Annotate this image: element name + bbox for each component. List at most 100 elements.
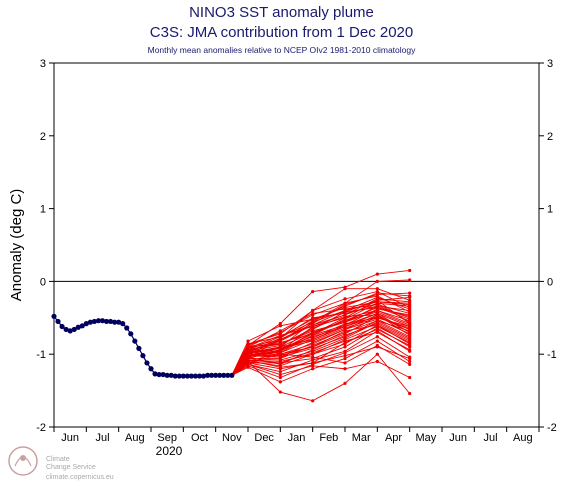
forecast-point <box>408 339 412 343</box>
y-axis-left: -2 -1 0 1 2 3 <box>36 58 54 434</box>
forecast-point <box>278 345 282 349</box>
forecast-point <box>278 380 282 384</box>
observed-point <box>164 372 170 378</box>
observed-point <box>156 371 162 378</box>
forecast-point <box>343 351 347 355</box>
forecast-point <box>343 313 347 317</box>
forecast-point <box>246 339 250 343</box>
observed-point <box>83 321 89 327</box>
observed-point <box>172 373 178 379</box>
forecast-point <box>278 361 282 365</box>
plot-frame <box>53 62 540 428</box>
forecast-point <box>278 390 282 394</box>
forecast-point <box>408 343 412 348</box>
forecast-point <box>343 319 347 323</box>
observed-point <box>184 373 190 379</box>
forecast-point <box>343 324 347 329</box>
forecast-plume <box>231 268 412 403</box>
chart-note: Monthly mean anomalies relative to NCEP … <box>147 45 416 55</box>
observed-point <box>59 323 65 330</box>
forecast-point <box>343 287 347 291</box>
observed-point <box>75 324 81 330</box>
forecast-point <box>278 329 282 333</box>
forecast-point <box>278 370 282 374</box>
x-tick-label: Feb <box>319 432 338 444</box>
observed-point <box>188 373 195 379</box>
chart-subtitle: C3S: JMA contribution from 1 Dec 2020 <box>149 24 414 41</box>
forecast-point <box>375 308 379 313</box>
observed-point <box>144 360 150 366</box>
forecast-point <box>311 323 315 327</box>
forecast-point <box>408 375 412 380</box>
observed-point <box>217 372 223 378</box>
forecast-point <box>408 348 412 352</box>
observed-point <box>192 373 199 379</box>
observed-point <box>140 353 146 359</box>
forecast-point <box>311 320 315 324</box>
observed-point <box>95 318 102 324</box>
forecast-point <box>246 356 250 361</box>
forecast-point <box>375 311 379 316</box>
forecast-point <box>246 351 250 355</box>
forecast-point <box>278 352 282 356</box>
forecast-point <box>343 367 347 371</box>
forecast-point <box>408 278 412 282</box>
forecast-point <box>311 399 315 403</box>
observed-point <box>176 373 182 379</box>
observed-point <box>196 373 203 379</box>
forecast-point <box>278 348 282 352</box>
observed-point <box>204 372 211 378</box>
y-tick-label: -1 <box>36 349 46 361</box>
forecast-point <box>311 367 315 371</box>
forecast-point <box>343 308 347 313</box>
year-label: 2020 <box>156 444 183 458</box>
forecast-point <box>343 297 347 301</box>
forecast-point <box>343 356 347 361</box>
y-axis-label: Anomaly (deg C) <box>8 189 25 302</box>
x-tick-label: Nov <box>222 432 242 444</box>
observed-point <box>221 372 227 378</box>
forecast-point <box>375 300 379 304</box>
observed-point <box>112 319 118 325</box>
x-tick-label: Jun <box>449 432 467 444</box>
forecast-point <box>408 327 412 332</box>
y-tick-label-right: 1 <box>547 204 553 216</box>
observed-point <box>79 323 85 329</box>
x-tick-label: Oct <box>191 432 208 444</box>
forecast-point <box>375 319 379 323</box>
forecast-point <box>408 362 412 366</box>
y-tick-label-right: 2 <box>547 131 553 143</box>
forecast-point <box>375 291 379 295</box>
forecast-point <box>375 352 379 356</box>
forecast-point <box>408 268 412 273</box>
y-tick-label: 3 <box>40 58 46 70</box>
forecast-point <box>343 316 347 320</box>
x-tick-label: Mar <box>352 432 371 444</box>
forecast-point <box>408 319 412 323</box>
y-tick-label-right: 0 <box>547 276 553 288</box>
x-tick-label: Jul <box>95 432 109 444</box>
logo-emblem-icon <box>8 446 38 476</box>
forecast-point <box>408 322 412 326</box>
forecast-point <box>408 307 412 311</box>
forecast-point <box>375 279 379 283</box>
forecast-point <box>311 361 315 365</box>
forecast-point <box>311 311 315 316</box>
x-tick-label: Jan <box>288 432 306 444</box>
observed-point <box>136 345 142 351</box>
forecast-point <box>408 311 412 316</box>
forecast-point <box>408 391 412 396</box>
observed-point <box>132 338 138 344</box>
forecast-point <box>408 335 412 339</box>
x-axis: Jun Jul Aug Sep Oct Nov Dec Jan Feb Mar Apr May Jun J… <box>53 427 540 444</box>
observed-point <box>213 372 219 378</box>
observed-point <box>87 319 93 325</box>
forecast-point <box>375 323 379 327</box>
x-tick-label: Aug <box>125 432 145 444</box>
forecast-point <box>311 358 315 362</box>
x-tick-label: May <box>415 432 436 444</box>
forecast-point <box>246 348 250 352</box>
observed-point <box>225 372 231 378</box>
forecast-point <box>278 342 282 346</box>
